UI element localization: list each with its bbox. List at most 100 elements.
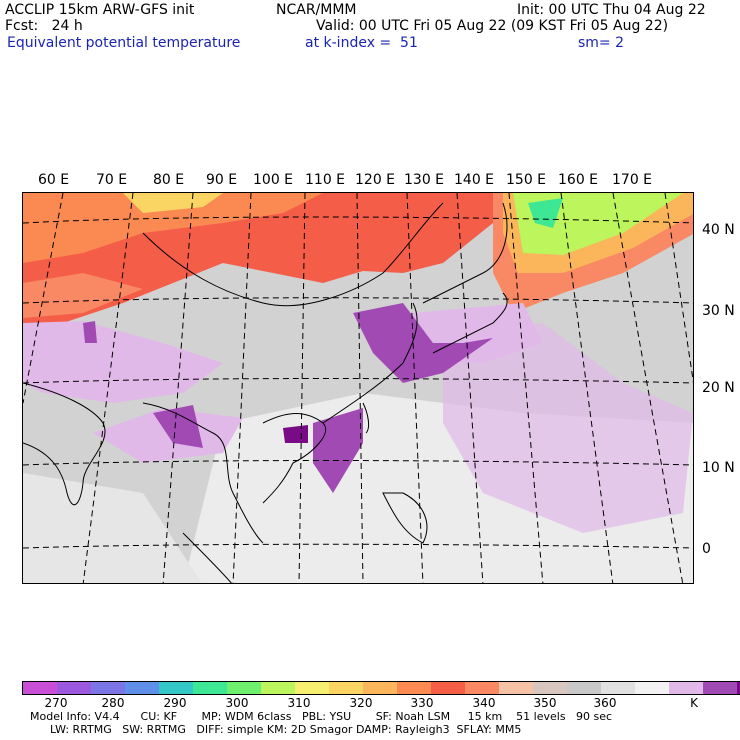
forecast-hour: Fcst: 24 h [5,18,83,34]
latitude-line [23,216,693,224]
equivalent-potential-temperature-map [23,193,693,583]
colorbar-swatch [23,682,57,694]
colorbar-swatch [601,682,635,694]
longitude-line [664,193,693,384]
colorbar-tick: 350 [533,696,557,710]
field-name: Equivalent potential temperature [7,35,241,51]
organization-label: NCAR/MMM [276,2,357,18]
lat-label: 0 [702,541,711,557]
colorbar-swatch [431,682,465,694]
lat-label: 10 N [702,460,735,476]
latitude-line [23,543,693,549]
longitude-line [23,193,64,404]
high-theta-core [283,425,308,443]
colorbar-swatch [329,682,363,694]
coastline [23,382,106,506]
high-theta-core [153,405,203,448]
coastline [362,402,370,434]
lon-label: 80 E [153,172,185,188]
level-label: at k-index = 51 [305,35,418,51]
lon-label: 110 E [305,172,346,188]
lat-label: 30 N [702,303,735,319]
colorbar-swatch [703,682,737,694]
high-theta-core [353,303,493,383]
longitude-line [612,193,684,583]
colorbar-swatch [193,682,227,694]
graticule [23,193,693,583]
colorbar-swatch [465,682,499,694]
lon-label: 170 E [612,172,653,188]
colorbar-swatch [567,682,601,694]
colorbar-swatch [737,682,740,694]
colorbar-swatch [635,682,669,694]
colorbar-swatch [227,682,261,694]
coastline [322,302,418,424]
lon-label: 100 E [253,172,294,188]
colorbar-tick: 290 [163,696,187,710]
warm-band [123,193,223,213]
longitude-line [508,193,544,583]
latitude-line [23,297,693,304]
longitude-line [162,193,194,583]
colorbar-swatch [261,682,295,694]
colorbar-tick: 310 [287,696,311,710]
colorbar-tick: 330 [410,696,434,710]
colorbar-unit: K [690,696,698,710]
model-info-line1: Model Info: V4.4 CU: KF MP: WDM 6class P… [30,710,613,723]
longitude-line [232,193,252,583]
colorbar-swatch [57,682,91,694]
latitude-line [23,460,693,466]
lon-label: 140 E [454,172,495,188]
lon-label: 120 E [355,172,396,188]
lon-label: 130 E [404,172,445,188]
colorbar-tick: 270 [44,696,68,710]
warm-band [528,198,563,228]
coastline [262,413,327,504]
coastline [182,532,232,583]
longitude-line [82,193,134,583]
lon-label: 150 E [506,172,547,188]
longitude-line [298,193,306,583]
coastline [142,402,264,544]
colorbar-tick: 360 [593,696,617,710]
low-theta-region [23,473,202,583]
lat-label: 20 N [702,380,735,396]
longitude-line [356,193,364,583]
colorbar-swatch [363,682,397,694]
model-info-line2: LW: RRTMG SW: RRTMG DIFF: simple KM: 2D … [50,723,522,736]
colorbar-swatch [669,682,703,694]
colorbar-swatch [397,682,431,694]
colorbar-swatch [91,682,125,694]
moist-region [23,321,223,403]
colorbar-tick: 340 [472,696,496,710]
coastline [422,202,508,304]
colorbar-swatch [499,682,533,694]
warm-band [23,273,143,318]
init-time: Init: 00 UTC Thu 04 Aug 22 [517,2,706,18]
colorbar-tick: 280 [101,696,125,710]
coastline [432,292,508,354]
colorbar-swatch [159,682,193,694]
high-theta-core [83,321,97,343]
coastline [382,492,428,544]
moist-region [443,323,693,533]
smoothing-label: sm= 2 [578,35,625,51]
warm-band [23,193,323,263]
lon-label: 60 E [38,172,70,188]
colorbar-swatch [125,682,159,694]
lat-label: 40 N [702,222,735,238]
model-title: ACCLIP 15km ARW-GFS init [5,2,195,18]
colorbar-tick: 300 [225,696,249,710]
colorbar-tick: 320 [349,696,373,710]
longitude-line [456,193,484,583]
longitude-line [560,193,614,583]
colorbar [22,681,740,695]
colorbar-swatch [295,682,329,694]
map-panel[interactable] [22,192,694,584]
valid-time: Valid: 00 UTC Fri 05 Aug 22 (09 KST Fri … [316,18,669,34]
longitude-line [406,193,424,583]
lon-label: 160 E [558,172,599,188]
lon-label: 70 E [96,172,128,188]
latitude-line [23,378,693,384]
lon-label: 90 E [206,172,238,188]
